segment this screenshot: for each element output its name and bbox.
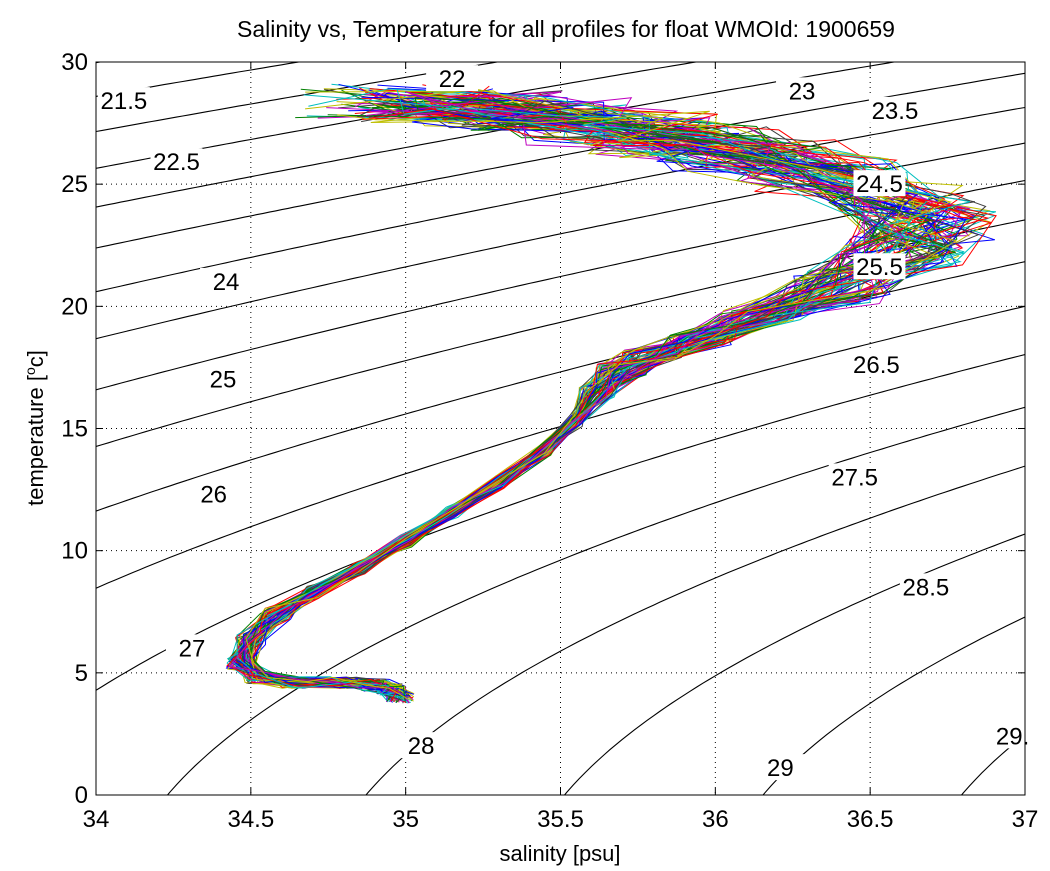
x-axis-label: salinity [psu] [499,841,620,866]
density-contour [96,62,302,97]
contour-label: 26.5 [853,352,900,379]
float-profile [236,94,971,696]
contour-label-bg [426,65,479,92]
density-contour [96,62,699,169]
y-tick-label: 10 [61,538,88,565]
density-contour [960,734,1025,795]
density-contour [365,465,1025,795]
contour-label: 26 [200,481,227,508]
float-profile [245,110,958,701]
contour-label-bg [97,87,150,114]
contour-label: 29 [767,755,794,782]
contour-label-bg [853,253,906,280]
density-contour [96,305,1025,589]
contour-label: 24 [213,269,240,296]
chart-title: Salinity vs, Temperature for all profile… [237,16,895,42]
contour-label-bg [150,148,203,175]
contour-label-bg [395,732,448,759]
contour-label: 23 [789,78,816,105]
float-profile [234,100,980,701]
x-tick-label: 34.5 [227,806,274,833]
x-tick-label: 35 [392,806,419,833]
contour-label-bg [899,573,952,600]
contour-label: 28.5 [903,574,950,601]
contour-label: 27 [179,635,206,662]
contour-label-bg [754,754,807,781]
x-tick-label: 37 [1012,806,1039,833]
contour-label: 28 [408,733,435,760]
x-tick-label: 36 [702,806,729,833]
contour-label-bg [853,170,906,197]
x-tick-label: 35.5 [537,806,584,833]
y-tick-label: 5 [75,660,88,687]
y-axis-label-unit: c] [23,350,48,367]
contour-label-bg [986,722,1039,749]
contour-label-bg [187,480,240,507]
contour-label-bg [200,267,253,294]
contour-label: 22 [439,66,466,93]
axis-ticks: 34 34.5 35 35.5 36 36.5 37 0 5 10 15 20 25 30 [61,49,1038,833]
contour-label-bg [828,463,881,490]
contour-label-bg [868,96,921,123]
float-profile [250,97,933,702]
y-tick-label: 15 [61,416,88,443]
contour-label-bg [850,350,903,377]
y-tick-label: 25 [61,171,88,198]
contour-label: 29. [996,723,1029,750]
float-profile [244,100,890,704]
float-profile [226,108,997,702]
y-tick-label: 20 [61,293,88,320]
y-axis-label-superscript: o [22,367,38,375]
contour-label-bg [776,77,829,104]
contour-label: 23.5 [872,98,919,125]
y-axis-label: temperature [oc] [22,350,48,506]
contour-label: 21.5 [101,88,148,115]
x-tick-label: 36.5 [847,806,894,833]
float-profile [228,91,905,695]
contour-label: 25 [210,367,237,394]
x-tick-label: 34 [83,806,110,833]
contour-labels: 21.5 22 22.5 23 23.5 24 24.5 25 25.5 26 26.5 27 27.5… [97,65,1039,782]
y-tick-label: 30 [61,49,88,76]
contour-label-bg [165,634,218,661]
contour-label: 24.5 [856,171,903,198]
contour-label: 22.5 [153,149,200,176]
contour-label: 25.5 [856,254,903,281]
y-axis-label-main: temperature [ [23,375,48,506]
profiles-group [225,83,997,704]
density-contour [563,533,1025,795]
y-tick-label: 0 [75,782,88,809]
contour-label-bg [196,365,249,392]
contour-label: 27.5 [831,464,878,491]
float-profile [226,89,911,699]
density-contour [96,106,1025,293]
density-contour [96,353,1025,691]
